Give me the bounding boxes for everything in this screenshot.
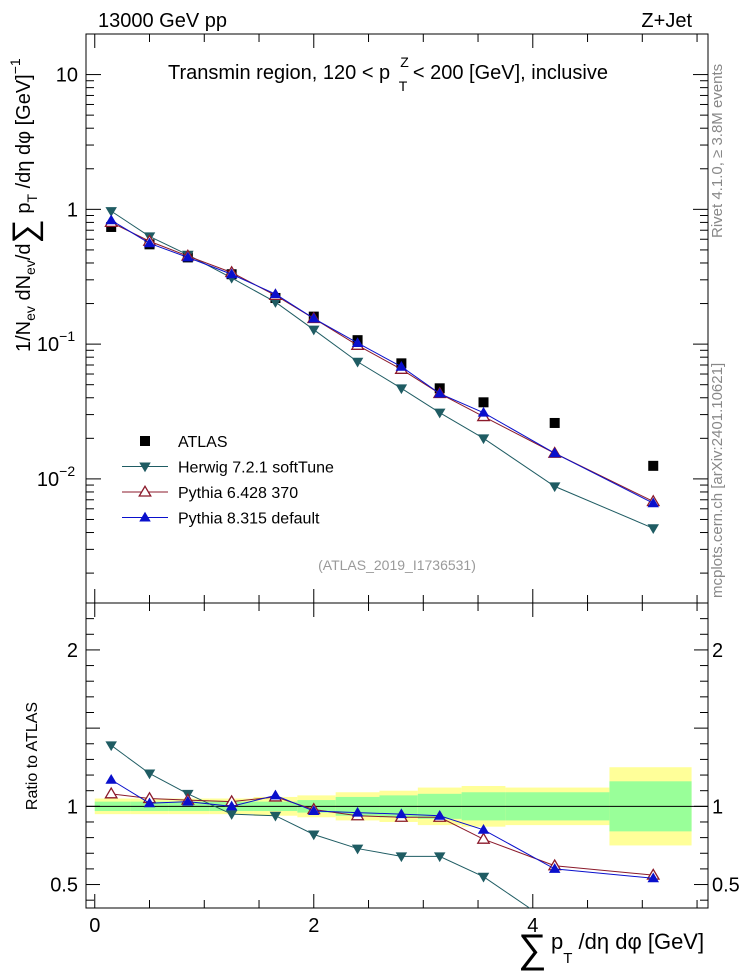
data-point	[269, 288, 282, 299]
data-point	[433, 408, 446, 419]
legend-marker	[139, 511, 151, 522]
ratio-point	[225, 810, 238, 820]
series-herwig-7-2-1-softtune	[105, 207, 659, 535]
ratio-ytick-label-right: 0.5	[712, 875, 740, 897]
data-point	[308, 325, 320, 336]
series-line	[110, 219, 654, 504]
ratio-point	[182, 795, 194, 806]
data-point	[477, 406, 490, 417]
data-point	[182, 251, 194, 262]
data-point	[548, 482, 561, 493]
series-line	[110, 221, 654, 502]
series-line	[110, 210, 654, 529]
main-series	[104, 207, 661, 535]
ratio-ytick-label-right: 1	[712, 796, 723, 818]
ratio-line	[111, 793, 654, 876]
ratio-xtick-label: 2	[308, 915, 319, 937]
data-point	[477, 434, 490, 445]
ratio-ylabel: Ratio to ATLAS	[24, 702, 41, 810]
legend-label: ATLAS	[178, 434, 228, 451]
ratio-point	[269, 811, 282, 822]
ratio-point	[269, 789, 282, 800]
ratio-series-herwig-7-2-1-softtune	[105, 741, 530, 909]
ratio-point	[477, 872, 490, 883]
data-point	[549, 417, 560, 428]
data-point	[308, 312, 320, 323]
energy-label: 13000 GeV pp	[98, 10, 227, 32]
series-pythia-8-315-default	[105, 214, 659, 508]
process-label: Z+Jet	[641, 10, 692, 32]
ratio-xtick-label: 4	[527, 915, 538, 937]
ratio-point	[225, 800, 238, 811]
svg-text:pT /dη dφ [GeV]: pT /dη dφ [GeV]	[551, 929, 704, 967]
ratio-point	[647, 872, 659, 883]
rivet-label: Rivet 4.1.0, ≥ 3.8M events	[709, 64, 726, 238]
ratio-axes: 0.5 0.5 1 1 2 2 0 2 4	[50, 602, 740, 937]
legend-marker	[139, 462, 151, 473]
ratio-point	[105, 741, 117, 752]
data-point	[351, 357, 364, 368]
data-point	[478, 397, 489, 408]
data-point	[647, 524, 659, 535]
main-ytick-label: 10−2	[37, 463, 75, 491]
data-point	[647, 497, 659, 508]
data-point	[395, 360, 408, 371]
ratio-point	[143, 797, 156, 808]
ratio-point	[351, 806, 364, 817]
ratio-series	[104, 741, 661, 909]
data-point	[105, 214, 117, 225]
main-ytick-label: 1	[67, 199, 78, 221]
ratio-point	[395, 852, 408, 863]
legend-label: Pythia 8.315 default	[178, 511, 320, 528]
ratio-ytick-label-right: 2	[712, 640, 723, 662]
legend-label: Pythia 6.428 370	[178, 485, 298, 502]
data-point	[105, 207, 117, 217]
legend-marker	[138, 484, 152, 497]
main-ytick-label: 10−1	[37, 328, 75, 356]
ratio-point	[433, 852, 446, 863]
ratio-point	[476, 832, 491, 844]
data-point	[395, 384, 408, 395]
legend-label: Herwig 7.2.1 softTune	[178, 460, 334, 477]
ratio-point	[395, 808, 408, 819]
data-point	[433, 387, 446, 398]
ratio-point	[104, 786, 119, 799]
ratio-ytick-label-left: 1	[67, 796, 78, 818]
mcplots-label: mcplots.cern.ch [arXiv:2401.10621]	[709, 363, 726, 598]
analysis-watermark: (ATLAS_2019_I1736531)	[318, 557, 476, 573]
svg-text:1/Nev dNev/d∑ pT /dη dφ [GeV]: 1/Nev dNev/d∑ pT /dη dφ [GeV]−1	[6, 58, 44, 352]
legend: ATLAS Herwig 7.2.1 softTune Pythia 6.428 3…	[122, 434, 334, 528]
ratio-xtick-label: 0	[89, 915, 100, 937]
ratio-point	[351, 844, 364, 855]
ratio-point	[477, 824, 490, 834]
ratio-xlabel: ∑ pT /dη dφ [GeV]	[518, 927, 704, 971]
ratio-ytick-label-left: 0.5	[50, 875, 78, 897]
data-point	[648, 460, 659, 471]
ratio-point	[143, 769, 156, 780]
data-point	[351, 337, 364, 347]
legend-marker	[140, 436, 150, 446]
svg-text:∑: ∑	[518, 927, 547, 971]
data-point	[225, 268, 238, 279]
main-ylabel: 1/Nev dNev/d∑ pT /dη dφ [GeV]−1	[6, 58, 44, 352]
data-point	[143, 237, 156, 248]
ratio-point	[308, 805, 320, 816]
ratio-ytick-label-left: 2	[67, 640, 78, 662]
ratio-line	[110, 779, 654, 879]
data-point	[548, 447, 561, 458]
ratio-series-pythia-8-315-default	[105, 773, 659, 883]
ratio-point	[308, 830, 320, 841]
ratio-panel: 0.5 0.5 1 1 2 2 0 2 4 Ratio to ATLAS ∑ pT /dη dφ…	[24, 602, 740, 971]
ratio-point	[433, 809, 446, 820]
ratio-frame	[85, 602, 709, 909]
ratio-point	[105, 773, 117, 784]
ratio-point	[548, 863, 561, 873]
data-point	[269, 298, 282, 308]
main-ytick-label: 10	[56, 65, 78, 87]
